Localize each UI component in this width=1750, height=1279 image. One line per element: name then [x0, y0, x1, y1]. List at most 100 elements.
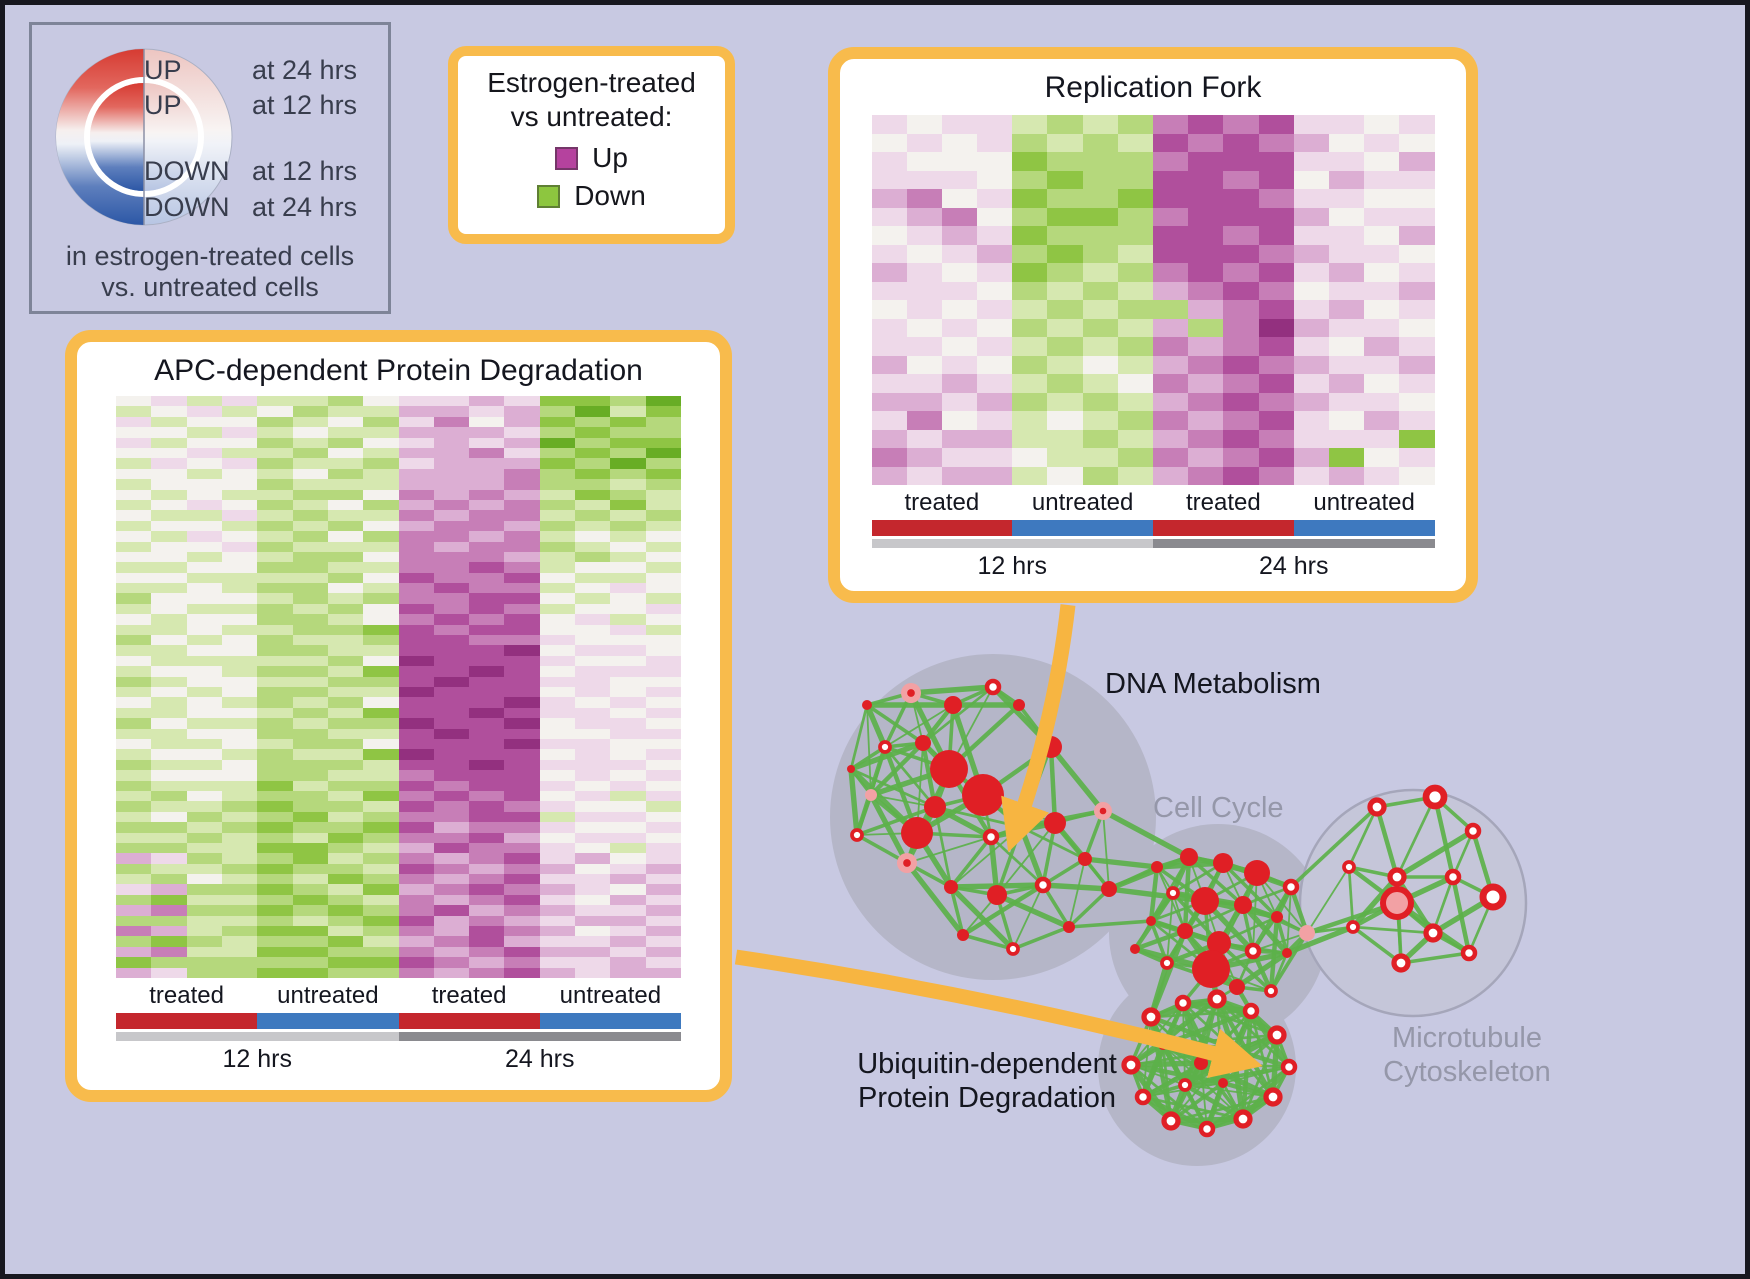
network-edge — [1161, 1043, 1209, 1131]
network-edge — [1241, 1095, 1275, 1121]
heatmap-cell — [398, 551, 434, 563]
heatmap-cell — [186, 915, 222, 927]
colorbar-item — [871, 520, 1013, 536]
heatmap-cell — [504, 936, 540, 947]
heatmap-cell — [906, 152, 942, 171]
heatmap-cell — [186, 447, 222, 459]
heatmap-cell — [363, 770, 399, 781]
network-edge — [1012, 884, 1044, 950]
heatmap-cell — [363, 853, 399, 864]
network-edge — [1083, 857, 1111, 891]
heatmap-cell — [398, 738, 434, 750]
heatmap-cell — [363, 676, 399, 687]
heatmap-cell — [151, 562, 187, 573]
heatmap-cell — [1117, 411, 1153, 430]
heatmap-cell — [539, 416, 576, 428]
heatmap-cell — [610, 822, 646, 833]
heatmap-cell — [539, 572, 576, 584]
heatmap-cell — [433, 853, 470, 864]
heatmap-cell — [610, 416, 646, 428]
heatmap-cell — [257, 905, 293, 916]
network-edge — [1200, 1047, 1234, 1065]
heatmap-cell — [469, 614, 505, 625]
heatmap-cell — [433, 666, 470, 677]
heatmap-cell — [504, 447, 540, 459]
heatmap-cell — [292, 790, 328, 802]
heatmap-cell — [871, 392, 907, 411]
heatmap-cell — [977, 133, 1013, 152]
network-edge — [915, 805, 937, 835]
heatmap-cell — [1082, 466, 1118, 485]
heatmap-cell — [116, 770, 152, 781]
heatmap-cell — [151, 811, 187, 823]
heatmap-cell — [1399, 170, 1435, 189]
cluster-microtubule-cytoskeleton — [1298, 788, 1528, 1018]
network-edge — [1348, 865, 1398, 879]
heatmap-cell — [645, 884, 681, 895]
colorbar-item — [1293, 520, 1435, 536]
network-edge — [906, 836, 992, 864]
heatmap-cell — [906, 170, 942, 189]
network-edge — [1142, 1082, 1224, 1098]
network-edge — [1041, 884, 1071, 928]
heatmap-cell — [1082, 392, 1118, 411]
network-edge — [1222, 860, 1292, 890]
heatmap-cell — [1223, 263, 1259, 282]
legend-time: at 12 hrs — [252, 156, 358, 186]
heatmap-cell — [398, 520, 434, 532]
heatmap-cell — [221, 562, 258, 573]
network-edge — [1184, 929, 1220, 945]
heatmap-cell — [1258, 392, 1294, 411]
heatmap-cell — [363, 749, 399, 760]
network-edge — [1148, 1016, 1174, 1122]
network-edge — [1203, 899, 1255, 953]
heatmap-cell — [363, 874, 399, 885]
heatmap-cell — [469, 780, 505, 791]
heatmap-cell — [469, 936, 505, 947]
heatmap-cell — [539, 458, 576, 469]
heatmap-cell — [327, 687, 364, 698]
heatmap-cell — [116, 406, 152, 417]
heatmap-cell — [645, 676, 681, 687]
heatmap-cell — [504, 510, 540, 521]
heatmap-cell — [469, 822, 505, 833]
heatmap-cell — [575, 531, 611, 542]
network-edge — [1218, 915, 1278, 945]
heatmap-cell — [539, 905, 576, 916]
heatmap-cell — [469, 551, 505, 563]
network-edge — [1142, 1061, 1202, 1099]
network-node-ring — [1367, 797, 1387, 817]
heatmap-cell — [1223, 133, 1259, 152]
heatmap-cell — [469, 728, 505, 739]
heatmap-cell — [539, 624, 576, 636]
heatmap-cell — [257, 718, 293, 729]
heatmap-cell — [257, 645, 293, 656]
heatmap-cell — [539, 603, 576, 615]
heatmap-cell — [257, 884, 293, 895]
network-edge — [1350, 875, 1400, 929]
heatmap-cell — [292, 697, 328, 708]
heatmap-cell — [1293, 263, 1329, 282]
network-node — [1099, 807, 1107, 815]
heatmap-cell — [327, 801, 364, 812]
heatmap-cell — [469, 499, 505, 511]
heatmap-cell — [469, 655, 505, 667]
heatmap-cell — [1293, 411, 1329, 430]
heatmap-cell — [186, 811, 222, 823]
heatmap-cell — [151, 842, 187, 854]
heatmap-cell — [151, 780, 187, 791]
heatmap-cell — [327, 863, 364, 875]
heatmap-cell — [1047, 207, 1083, 226]
network-edge — [1150, 919, 1212, 971]
heatmap-cell — [1364, 466, 1400, 485]
network-edge — [1221, 1048, 1235, 1084]
heatmap-cell — [1399, 300, 1435, 319]
heatmap-cell — [257, 406, 293, 417]
heatmap-cell — [327, 957, 364, 968]
network-edge — [1232, 1046, 1290, 1070]
heatmap-cell — [539, 738, 576, 750]
heatmap-cell — [469, 915, 505, 927]
heatmap-cell — [363, 614, 399, 625]
network-edge — [883, 692, 913, 748]
